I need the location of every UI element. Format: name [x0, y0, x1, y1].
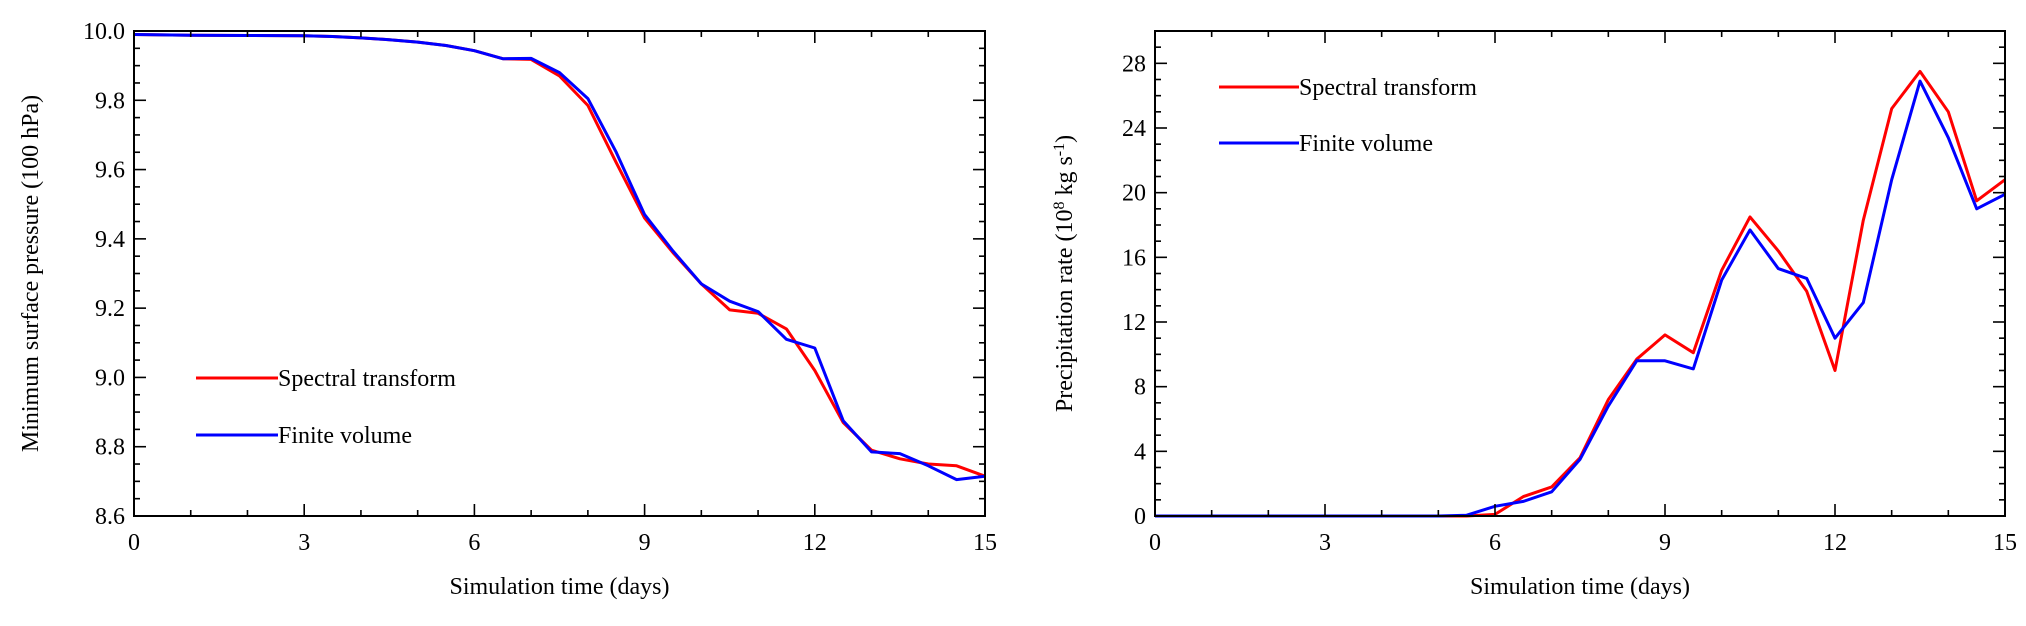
pressure-y-tick-label: 8.8: [95, 435, 125, 461]
precipitation-x-tick-label: 12: [1823, 530, 1847, 556]
precipitation-y-tick-label: 28: [1122, 51, 1146, 77]
pressure-series-layer: [133, 33, 986, 482]
pressure-y-tick-labels: 8.6 8.8 9.0 9.2 9.4 9.6 9.8 10.0: [83, 19, 125, 530]
precipitation-y-tick-label: 8: [1134, 375, 1146, 401]
precipitation-y-tick-label: 20: [1122, 181, 1146, 207]
pressure-x-tick-label: 3: [298, 530, 310, 556]
pressure-legend-entry-spectral: Spectral transform: [196, 366, 456, 392]
pressure-x-tick-label: 9: [639, 530, 651, 556]
precipitation-plot-frame: [1154, 30, 2006, 517]
pressure-tick-marks: [133, 30, 986, 517]
precipitation-y-tick-label: 16: [1122, 245, 1146, 271]
precipitation-x-tick-labels: 0 3 6 9 12 15: [1149, 530, 2017, 556]
precipitation-x-tick-label: 15: [1993, 530, 2017, 556]
precipitation-y-tick-label: 24: [1122, 116, 1146, 142]
pressure-y-axis-title: Minimum surface pressure (100 hPa): [18, 95, 44, 452]
precipitation-tick-marks: [1154, 30, 2006, 517]
precipitation-series-layer: [1155, 69, 2006, 518]
precipitation-x-axis-title: Simulation time (days): [1470, 574, 1690, 600]
precipitation-y-title-part2: kg s: [1052, 156, 1078, 201]
pressure-plot-frame: [133, 30, 986, 517]
precipitation-panel: 0 3 6 9 12 15 0 4 8 12 16 20 24 28 Simulation time (…: [1051, 30, 2017, 600]
pressure-y-tick-label: 9.2: [95, 296, 125, 322]
precipitation-x-tick-label: 9: [1659, 530, 1671, 556]
precipitation-y-title-exp1: 8: [1051, 202, 1068, 210]
pressure-y-tick-label: 9.4: [95, 227, 125, 253]
precipitation-x-tick-label: 3: [1319, 530, 1331, 556]
precipitation-y-tick-labels: 0 4 8 12 16 20 24 28: [1122, 51, 1146, 530]
pressure-legend-label-finite: Finite volume: [278, 423, 412, 449]
pressure-y-tick-label: 9.6: [95, 158, 125, 184]
precipitation-y-axis-title: Precipitation rate (108 kg s-1): [1051, 135, 1079, 412]
precipitation-y-title-part3: ): [1052, 135, 1078, 143]
pressure-x-tick-label: 0: [128, 530, 140, 556]
pressure-x-tick-labels: 0 3 6 9 12 15: [128, 530, 997, 556]
pressure-panel: 0 3 6 9 12 15 8.6 8.8 9.0 9.2 9.4 9.6 9.8 10.0 Simul…: [18, 19, 997, 600]
pressure-series-finite-volume-line: [133, 33, 986, 482]
pressure-x-tick-label: 12: [803, 530, 827, 556]
precipitation-legend: Spectral transform Finite volume: [1219, 75, 1477, 157]
precipitation-y-title-exp2: -1: [1051, 143, 1068, 156]
precipitation-y-tick-label: 4: [1134, 439, 1146, 465]
pressure-x-axis-title: Simulation time (days): [450, 574, 670, 600]
pressure-y-tick-label: 10.0: [83, 19, 125, 45]
precipitation-x-tick-label: 0: [1149, 530, 1161, 556]
pressure-legend-label-spectral: Spectral transform: [278, 366, 456, 392]
precipitation-legend-entry-spectral: Spectral transform: [1219, 75, 1477, 101]
precipitation-y-tick-label: 12: [1122, 310, 1146, 336]
precipitation-legend-label-spectral: Spectral transform: [1299, 75, 1477, 101]
pressure-y-tick-label: 9.8: [95, 88, 125, 114]
pressure-y-tick-label: 8.6: [95, 504, 125, 530]
precipitation-legend-label-finite: Finite volume: [1299, 131, 1433, 157]
precipitation-x-tick-label: 6: [1489, 530, 1501, 556]
pressure-legend: Spectral transform Finite volume: [196, 366, 456, 449]
pressure-x-tick-label: 15: [973, 530, 997, 556]
precipitation-y-tick-label: 0: [1134, 504, 1146, 530]
pressure-legend-entry-finite: Finite volume: [196, 423, 412, 449]
precipitation-series-finite-volume-line: [1155, 79, 2006, 518]
pressure-series-spectral-transform-line: [133, 33, 986, 478]
pressure-x-tick-label: 6: [468, 530, 480, 556]
pressure-y-tick-label: 9.0: [95, 365, 125, 391]
precipitation-y-title-part1: Precipitation rate (10: [1052, 210, 1078, 413]
precipitation-series-spectral-transform-line: [1155, 69, 2006, 518]
precipitation-legend-entry-finite: Finite volume: [1219, 131, 1433, 157]
